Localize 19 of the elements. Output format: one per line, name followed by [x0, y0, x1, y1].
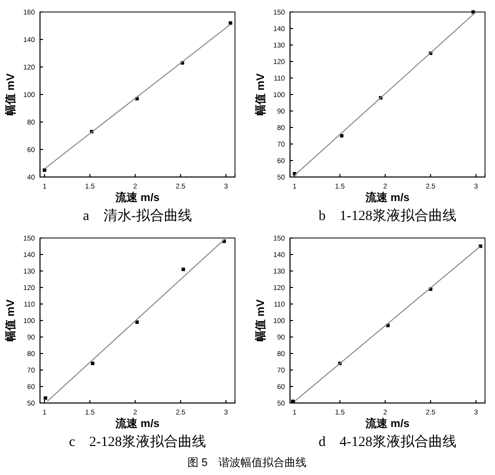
point	[135, 320, 139, 324]
text: a 清水-拟合曲线	[83, 208, 192, 224]
x-axis-title: 流速 m/s	[114, 191, 160, 204]
x-axis-title: 流速 m/s	[114, 417, 160, 430]
point	[42, 168, 46, 172]
point	[182, 268, 186, 272]
x-axis-title: 流速 m/s	[364, 417, 410, 430]
text: b 1-128浆液拟合曲线	[318, 208, 456, 224]
y-axis-title: 幅值 mV	[4, 72, 17, 116]
caption: 图 5 谐波幅值拟合曲线	[187, 456, 307, 469]
point	[90, 362, 94, 366]
y-axis-title: 幅值 mV	[254, 298, 267, 342]
y-axis-title: 幅值 mV	[4, 298, 17, 342]
point	[340, 134, 344, 138]
y-axis-title: 幅值 mV	[254, 72, 267, 116]
x-axis-title: 流速 m/s	[364, 191, 410, 204]
text: d 4-128浆液拟合曲线	[318, 434, 456, 450]
text: c 2-128浆液拟合曲线	[69, 434, 206, 450]
point	[44, 396, 48, 400]
